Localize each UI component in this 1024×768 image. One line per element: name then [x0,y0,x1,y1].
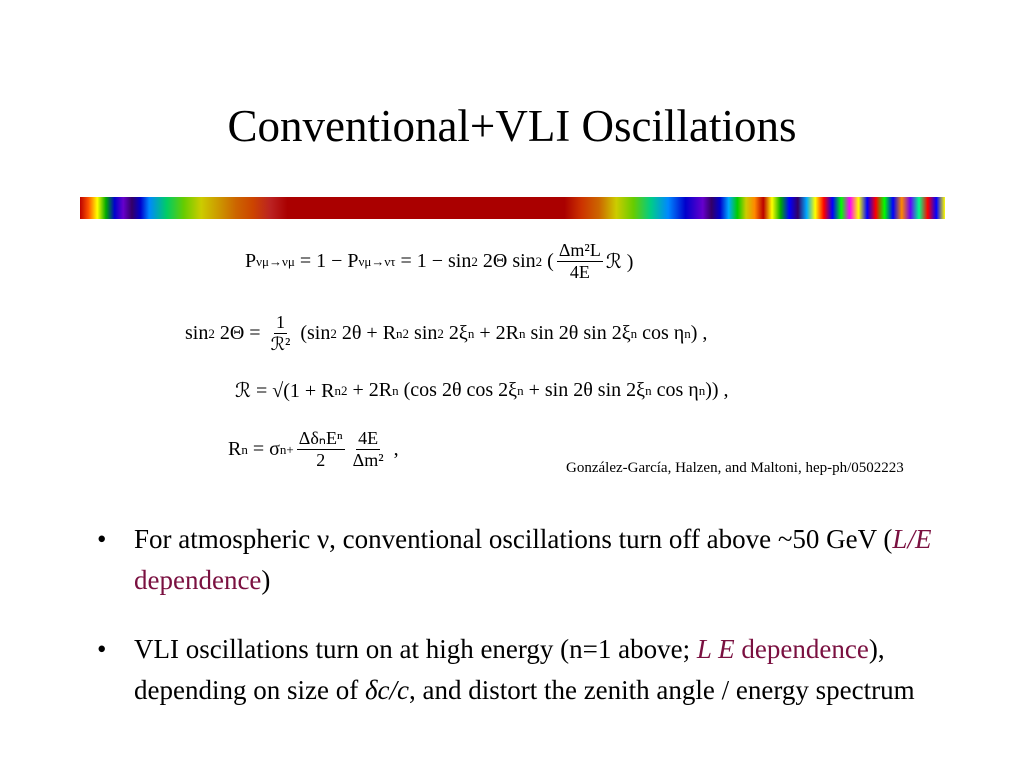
math-subscript: n [392,382,399,398]
math-text: 2ξ [443,322,468,344]
math-subscript: n [241,441,248,457]
math-subscript: n [279,441,287,457]
slide-title: Conventional+VLI Oscillations [227,101,797,151]
math-superscript: 2 [535,253,543,269]
math-text: ℛ = √(1 + R [235,380,335,402]
math-subscript: n [630,325,638,341]
math-text: 2Θ = [214,322,266,344]
math-text: cos η [637,322,685,344]
math-fraction: Δm²L 4E [556,240,603,283]
math-text: ( [542,250,554,272]
math-superscript: 2 [330,325,337,341]
math-superscript: + [286,441,294,457]
citation: González-García, Halzen, and Maltoni, he… [566,460,904,476]
math-text: sin [409,322,438,344]
text-segment: dependence [734,634,869,664]
math-text: (sin [295,322,331,344]
numerator: 4E [356,428,381,450]
numerator: Δm²L [556,240,603,262]
bullet-marker: • [97,524,107,554]
math-subscript: νμ→νμ [256,253,295,269]
denominator: Δm² [352,450,384,470]
math-subscript: n [334,382,342,398]
math-text: cos η [651,379,699,401]
math-subscript: n [517,382,524,398]
math-text: ℛ ) [605,251,634,273]
bullet-item: • VLI oscillations turn on at high energy… [97,629,947,711]
math-superscript: 2 [208,325,215,341]
text-segment: For atmospheric ν, conventional oscillat… [134,524,893,554]
math-fraction: 4E Δm² [351,428,386,471]
rainbow-bar [80,197,945,219]
math-text: (cos 2θ cos 2ξ [398,379,518,401]
math-subscript: νμ→ντ [358,253,396,269]
text-segment: dependence [134,565,262,595]
math-subscript: n [396,325,403,341]
math-subscript: n [698,382,706,398]
text-segment: VLI oscillations turn on at high energy … [134,634,697,664]
numerator: 1 [273,312,287,334]
math-text: + 2R [347,379,393,401]
math-subscript: n [645,382,652,398]
math-text: ) , [690,322,708,344]
math-text: sin [185,322,209,344]
text-segment: ), depending on size of [134,634,885,705]
denominator: ℛ² [270,334,291,354]
bullet-text: For atmospheric ν, conventional oscillat… [134,519,949,601]
denominator: 4E [569,262,590,282]
math-text: 2Θ sin [477,250,536,272]
math-superscript: 2 [341,382,348,398]
bullet-text: VLI oscillations turn on at high energy … [134,629,949,711]
math-fraction: 1 ℛ² [269,312,293,355]
math-text: P [245,250,257,272]
math-fraction: ΔδₙEⁿ 2 [296,428,345,471]
math-superscript: 2 [437,325,444,341]
math-text: + sin 2θ sin 2ξ [523,379,646,401]
numerator: ΔδₙEⁿ [296,428,345,450]
math-superscript: 2 [402,325,410,341]
text-segment: , and distort the zenith angle / energy … [408,675,915,705]
text-segment: L E [696,634,735,664]
math-text: sin 2θ sin 2ξ [525,322,631,344]
text-segment: ) [261,565,271,595]
math-text: = 1 − P [294,250,359,272]
math-text: = σ [247,438,280,460]
math-text: + 2R [474,322,519,344]
math-text: R [228,438,242,460]
bullet-marker: • [97,634,107,664]
bullet-item: • For atmospheric ν, conventional oscilla… [97,519,947,601]
denominator: 2 [316,450,326,470]
math-superscript: 2 [471,253,478,269]
math-text: = 1 − sin [395,250,472,272]
math-subscript: n [518,325,526,341]
math-subscript: n [467,325,475,341]
math-subscript: n [684,325,691,341]
math-text: 2θ + R [336,322,397,344]
text-segment: L/E [892,524,932,554]
math-text: , [388,438,399,460]
math-text: )) , [705,379,729,401]
text-segment: δc/c [364,675,409,705]
